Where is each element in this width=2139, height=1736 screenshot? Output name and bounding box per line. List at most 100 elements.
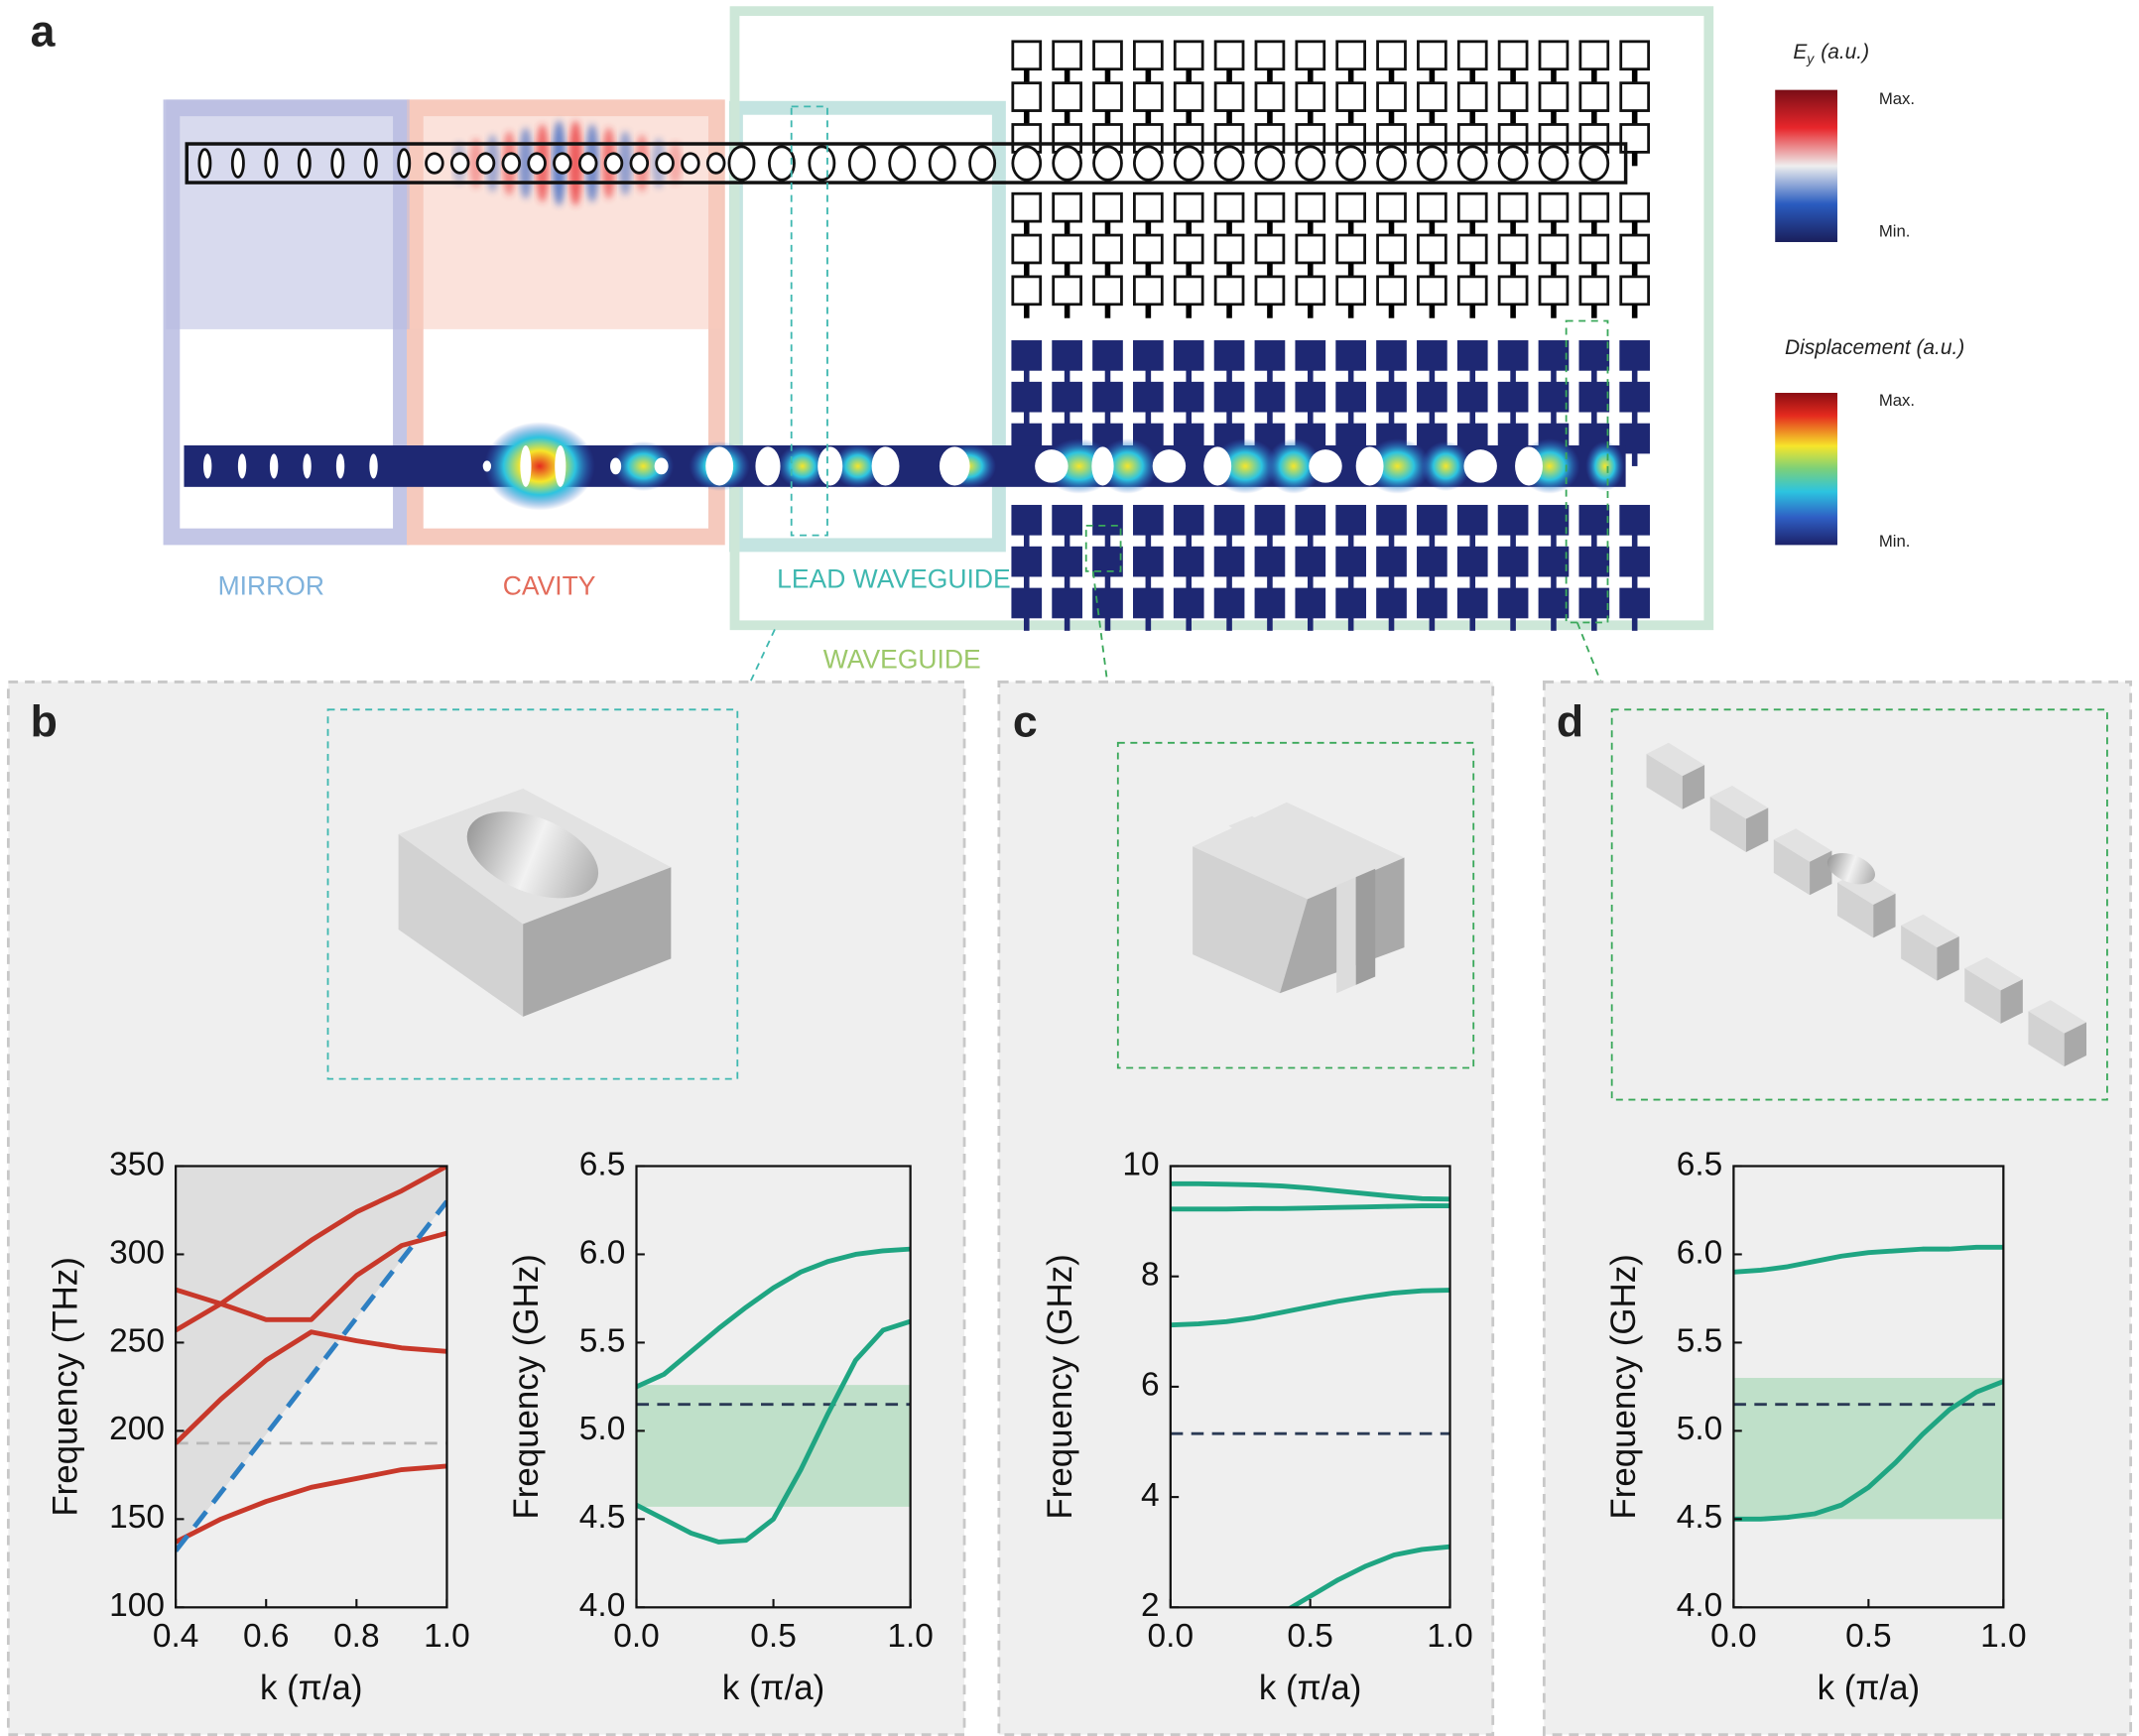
tether: [1631, 616, 1638, 631]
crystal-cell: [1578, 275, 1610, 307]
colorbar-title: Displacement (a.u.): [1785, 336, 1964, 359]
hole: [577, 152, 598, 175]
tether: [1429, 68, 1436, 83]
tether: [1347, 616, 1354, 631]
cell-marker: [1565, 319, 1609, 624]
tether: [1023, 221, 1030, 236]
tether: [1226, 221, 1232, 236]
crystal-cell: [1538, 233, 1570, 265]
tether: [1064, 221, 1070, 236]
crystal-cell: [1335, 587, 1366, 619]
crystal-cell: [1376, 191, 1407, 223]
tether: [1551, 262, 1557, 277]
x-tick-label: 0.0: [1710, 1618, 1757, 1655]
crystal-cell: [1578, 191, 1610, 223]
tether: [1469, 575, 1476, 590]
deform: [1266, 438, 1321, 494]
tether: [1591, 369, 1597, 384]
crystal-cell: [1173, 340, 1204, 371]
crystal-cell: [1011, 191, 1043, 223]
deform: [1096, 438, 1159, 494]
deform: [777, 443, 827, 489]
crystal-cell: [1295, 233, 1326, 265]
tether: [1023, 262, 1030, 277]
crystal-cell: [1376, 381, 1407, 413]
crystal-cell: [1011, 504, 1043, 536]
tether: [1469, 369, 1476, 384]
hole: [928, 145, 956, 182]
hole: [1035, 449, 1069, 483]
crystal-cell: [1417, 504, 1447, 536]
x-axis-label: k (π/a): [260, 1669, 362, 1707]
crystal-cell: [1011, 81, 1043, 112]
hole: [603, 152, 624, 175]
crystal-cell: [1417, 381, 1447, 413]
crystal-cell: [1254, 504, 1286, 536]
tether: [1104, 304, 1111, 318]
crystal-cell: [1497, 504, 1529, 536]
hole: [705, 152, 726, 175]
crystal-cell: [1376, 81, 1407, 112]
crystal-cell: [1295, 546, 1326, 577]
crystal-cell: [1295, 191, 1326, 223]
field-lobe: [618, 131, 633, 195]
hole: [501, 152, 522, 175]
tether: [1104, 411, 1111, 426]
face: [1810, 850, 1832, 896]
inset-frame: [1610, 708, 2108, 1101]
crystal-cell: [1173, 40, 1204, 71]
crystal-cell: [1092, 40, 1123, 71]
crystal-cell: [1011, 275, 1043, 307]
face: [1646, 742, 1705, 777]
crystal-cell: [1092, 81, 1123, 112]
tether: [1186, 616, 1193, 631]
crystal-cell: [1011, 340, 1043, 371]
tether: [1388, 575, 1395, 590]
crystal-cell: [1052, 587, 1082, 619]
unit-cell-b: [398, 788, 672, 1017]
panel-letter: c: [1013, 697, 1038, 746]
hole: [197, 148, 212, 179]
tether: [1186, 304, 1193, 318]
crystal-cell: [1417, 233, 1447, 265]
face: [1745, 807, 1769, 852]
crystal-cell: [1011, 233, 1043, 265]
crystal-cell: [1092, 233, 1123, 265]
face: [1646, 753, 1683, 809]
crystal-cell: [1254, 587, 1286, 619]
crystal-cell: [1456, 587, 1488, 619]
tether: [1591, 304, 1597, 318]
series-line: [1733, 1244, 2004, 1275]
tether: [1308, 575, 1314, 590]
crystal-cell: [1052, 381, 1082, 413]
tether: [1186, 411, 1193, 426]
crystal-cell: [1254, 546, 1286, 577]
tether: [1064, 304, 1070, 318]
crystal-cell: [1052, 275, 1082, 307]
y-tick-label: 2: [1141, 1587, 1160, 1624]
hole: [230, 148, 245, 179]
tether: [1469, 68, 1476, 83]
y-tick-label: 100: [109, 1587, 165, 1624]
hole: [203, 453, 212, 479]
tether: [1429, 369, 1436, 384]
face: [1836, 882, 1874, 938]
tether: [1469, 304, 1476, 318]
crystal-cell: [1538, 40, 1570, 71]
tether: [1429, 221, 1436, 236]
tether: [1104, 575, 1111, 590]
hole: [363, 148, 378, 179]
tether: [1631, 110, 1638, 125]
y-tick-label: 6.0: [1677, 1234, 1723, 1271]
crystal-cell: [1335, 546, 1366, 577]
tether: [1186, 68, 1193, 83]
crystal-cell: [1456, 233, 1488, 265]
hole: [888, 145, 917, 182]
tether: [1388, 262, 1395, 277]
tether: [1551, 411, 1557, 426]
crystal-cell: [1578, 381, 1610, 413]
tether: [1469, 534, 1476, 549]
series-line: [1287, 1544, 1450, 1608]
tether: [1064, 110, 1070, 125]
